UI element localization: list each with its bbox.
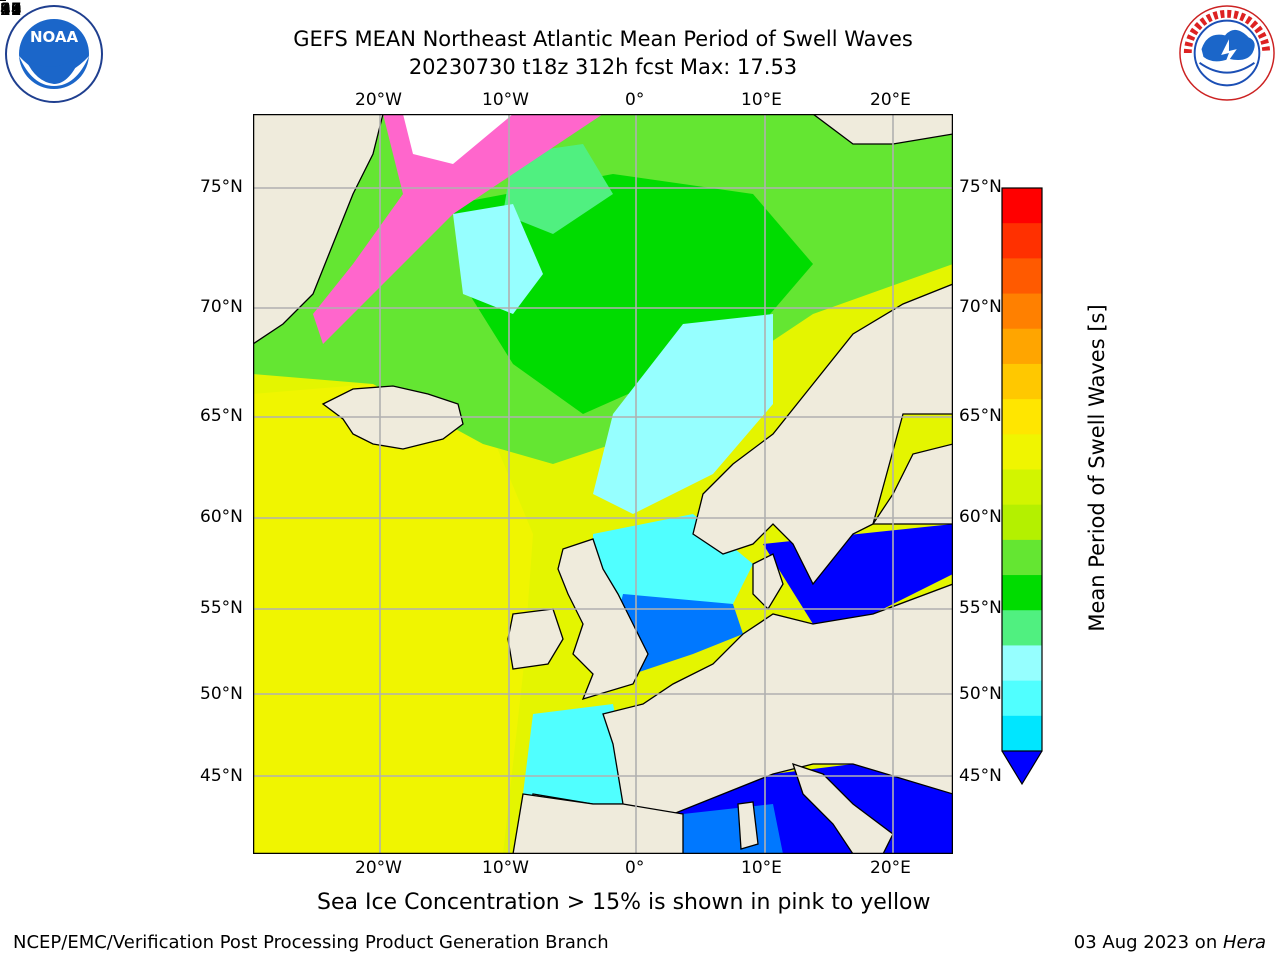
sea-ice-note: Sea Ice Concentration > 15% is shown in … xyxy=(317,890,931,915)
nws-logo xyxy=(1179,5,1275,101)
lat-label-right-70n: 70°N xyxy=(959,297,1002,317)
svalbard xyxy=(811,114,953,145)
chart-subtitle: 20230730 t18z 312h fcst Max: 17.53 xyxy=(408,55,798,79)
colorbar-band xyxy=(1002,539,1042,576)
colorbar-band xyxy=(1002,258,1042,295)
colorbar-band xyxy=(1002,399,1042,435)
colorbar-band xyxy=(1002,363,1042,400)
lon-label-top-20e: 20°E xyxy=(870,90,911,110)
lon-label-bottom-10w: 10°W xyxy=(482,858,529,878)
colorbar-band xyxy=(1002,715,1042,752)
scandinavia xyxy=(692,283,953,586)
colorbar-tick-label: 2 xyxy=(0,0,11,20)
chart-title: GEFS MEAN Northeast Atlantic Mean Period… xyxy=(293,27,913,51)
lat-label-right-65n: 65°N xyxy=(959,406,1002,426)
colorbar-tick-label: 9 xyxy=(0,0,11,20)
lon-label-top-10w: 10°W xyxy=(482,90,529,110)
lat-label-left-55n: 55°N xyxy=(200,598,243,618)
colorbar-tick-label: 17 xyxy=(0,0,22,20)
lat-label-left-65n: 65°N xyxy=(200,406,243,426)
colorbar-tick-label: 10 xyxy=(0,0,22,20)
colorbar-band xyxy=(1002,328,1042,365)
colorbar-tick-label: 6 xyxy=(0,0,11,20)
colorbar-band xyxy=(1002,680,1042,717)
lon-label-top-20w: 20°W xyxy=(355,90,402,110)
swell-field-cyan-biscay xyxy=(523,704,633,804)
lon-label-bottom-10e: 10°E xyxy=(741,858,782,878)
lat-label-right-50n: 50°N xyxy=(959,684,1002,704)
graticule xyxy=(253,114,953,854)
colorbar-tick-label: 4 xyxy=(0,0,11,20)
lat-label-left-45n: 45°N xyxy=(200,766,243,786)
footer-date: 03 Aug 2023 on Hera xyxy=(1074,932,1266,953)
lat-label-right-55n: 55°N xyxy=(959,598,1002,618)
lon-label-bottom-20w: 20°W xyxy=(355,858,402,878)
colorbar-band xyxy=(1002,188,1042,224)
swell-field-southwest xyxy=(253,384,533,854)
lat-label-left-70n: 70°N xyxy=(200,297,243,317)
map-border xyxy=(253,114,953,854)
lat-label-right-75n: 75°N xyxy=(959,177,1002,197)
lat-label-left-75n: 75°N xyxy=(200,177,243,197)
footer-date-text: 03 Aug 2023 on xyxy=(1073,932,1223,953)
map-panel xyxy=(253,114,953,854)
great-britain xyxy=(557,538,649,701)
lat-label-right-60n: 60°N xyxy=(959,507,1002,527)
land-masses xyxy=(253,114,953,854)
noaa-logo: NOAA xyxy=(5,5,103,103)
lat-label-left-60n: 60°N xyxy=(200,507,243,527)
italy xyxy=(791,762,894,854)
lon-label-bottom-0: 0° xyxy=(625,858,645,878)
colorbar-tick-label: 21 xyxy=(0,0,22,20)
colorbar-band xyxy=(1002,504,1042,541)
svg-text:NOAA: NOAA xyxy=(30,28,79,46)
colorbar-band xyxy=(1002,434,1042,471)
iberia xyxy=(512,793,684,854)
denmark xyxy=(752,553,784,611)
colorbar-tick-label: 11 xyxy=(0,0,22,20)
colorbar-border xyxy=(1001,187,1043,752)
colorbar-tick-label: 8 xyxy=(0,0,11,20)
footer-machine: Hera xyxy=(1222,932,1266,953)
lon-label-bottom-20e: 20°E xyxy=(870,858,911,878)
lon-label-top-0: 0° xyxy=(625,90,645,110)
colorbar-tick-label: 12 xyxy=(0,0,22,20)
colorbar-band xyxy=(1002,645,1042,682)
colorbar-extend-triangle xyxy=(1002,751,1042,784)
swell-field-darkgreen xyxy=(453,174,813,414)
colorbar-tick-label: 15 xyxy=(0,0,22,20)
colorbar-label: Mean Period of Swell Waves [s] xyxy=(1085,304,1109,632)
colorbar-tick-label: 16 xyxy=(0,0,22,20)
colorbar-band xyxy=(1002,223,1042,259)
footer-branch: NCEP/EMC/Verification Post Processing Pr… xyxy=(13,932,609,953)
colorbar-tick-label: 18 xyxy=(0,0,22,20)
colorbar-tick-label: 20 xyxy=(0,0,22,20)
colorbar-band xyxy=(1002,575,1042,611)
lat-label-left-50n: 50°N xyxy=(200,684,243,704)
colorbar-tick-label: 19 xyxy=(0,0,22,20)
colorbar-tick-label: 14 xyxy=(0,0,22,20)
colorbar-tick-mark xyxy=(0,0,6,1)
colorbar-tick-label: 13 xyxy=(0,0,22,20)
sea-ice-gap xyxy=(403,114,513,164)
colorbar-band xyxy=(1002,293,1042,330)
lat-label-right-45n: 45°N xyxy=(959,766,1002,786)
sea-ice-region xyxy=(313,114,603,344)
sardinia xyxy=(737,801,759,850)
swell-field-cyan-norwegian-sea xyxy=(593,314,773,514)
swell-field-cyan-north xyxy=(453,204,543,314)
lon-label-top-10e: 10°E xyxy=(741,90,782,110)
colorbar-band xyxy=(1002,610,1042,647)
colorbar-band xyxy=(1002,469,1042,506)
colorbar xyxy=(1001,187,1043,786)
swell-field-lightgreen xyxy=(503,144,613,234)
